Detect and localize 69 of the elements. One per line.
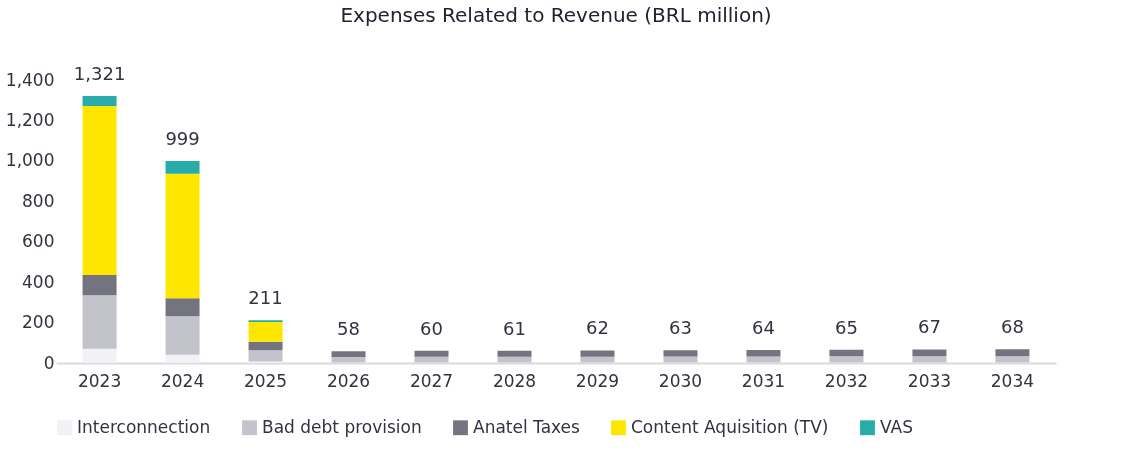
bar [746,350,781,357]
bar [165,173,200,299]
bar [331,351,366,357]
y-tick-label: 1,200 [5,109,55,130]
bar [82,95,117,107]
total-label: 64 [752,317,775,339]
bar [165,161,200,174]
bar [663,356,698,363]
bar [497,350,532,357]
bar [165,298,200,317]
y-tick-label: 1,400 [5,69,55,90]
bar [912,356,947,363]
total-label: 68 [1000,316,1024,338]
bar [414,356,449,363]
bar [912,349,947,357]
bar [248,350,283,362]
bar [82,106,117,276]
y-tick-label: 0 [43,352,55,373]
x-tick-label: 2029 [575,370,620,391]
bar [82,295,117,349]
x-tick-label: 2030 [658,370,703,391]
legend-label: Anatel Taxes [473,416,581,437]
bar [82,348,117,363]
y-tick-label: 800 [22,190,55,211]
x-tick-label: 2034 [990,370,1035,391]
legend-label: VAS [880,416,913,437]
x-tick-label: 2023 [77,370,122,391]
legend-label: Bad debt provision [262,416,422,437]
bar [497,356,532,363]
y-tick-label: 200 [22,312,55,333]
y-tick-label: 400 [22,271,55,292]
bar [663,350,698,357]
bar [414,350,449,357]
bar [995,349,1030,357]
bar [829,349,864,357]
bar [82,275,117,296]
bar [331,356,366,363]
x-tick-label: 2031 [741,370,786,391]
bar [248,341,283,351]
x-tick-label: 2024 [160,370,205,391]
bar [746,356,781,363]
total-label: 211 [248,287,283,309]
bar [165,354,200,363]
legend-label: Content Aquisition (TV) [631,416,829,437]
total-label: 62 [586,317,609,339]
x-tick-label: 2026 [326,370,371,391]
bar [248,321,283,342]
total-label: 65 [835,316,858,338]
x-tick-label: 2025 [243,370,288,391]
total-label: 58 [337,318,360,340]
legend-label: Interconnection [77,416,211,437]
bar [580,350,615,357]
total-label: 67 [917,316,941,338]
total-label: 63 [669,317,692,339]
total-label: 999 [165,128,200,150]
x-tick-label: 2033 [907,370,952,391]
x-tick-label: 2028 [492,370,537,391]
x-tick-label: 2027 [409,370,454,391]
x-tick-label: 2032 [824,370,869,391]
y-tick-label: 600 [22,231,55,252]
bar [165,316,200,355]
chart-title: Expenses Related to Revenue (BRL million) [340,2,772,27]
total-label: 60 [420,317,443,339]
bar [995,356,1030,363]
total-label: 1,321 [73,62,126,84]
total-label: 61 [503,317,526,339]
bar [580,356,615,363]
y-tick-label: 1,000 [5,150,55,171]
bar [829,356,864,363]
